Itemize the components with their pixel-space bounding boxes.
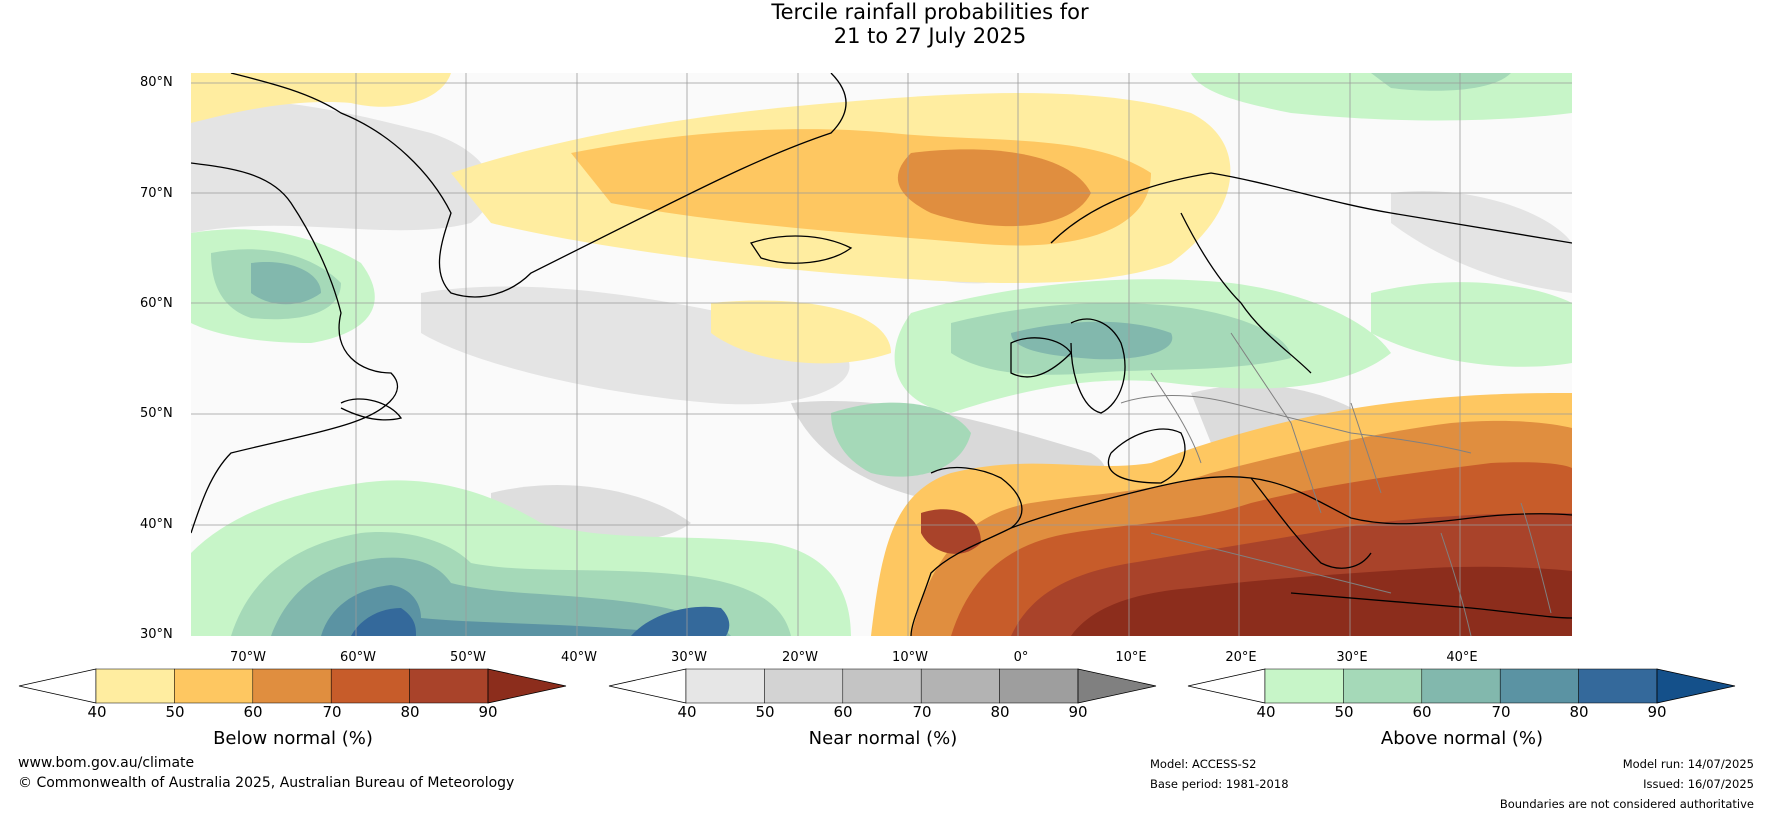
cb1-tick: 70 bbox=[912, 703, 932, 721]
coastlines bbox=[191, 73, 1572, 636]
lon-label-0: 0° bbox=[1013, 650, 1029, 665]
cb1-tick: 80 bbox=[990, 703, 1010, 721]
title-line-2: 21 to 27 July 2025 bbox=[833, 24, 1027, 48]
colorbar-bin bbox=[330, 668, 410, 704]
lon-label-10w: 10°W bbox=[892, 650, 928, 665]
lon-label-60w: 60°W bbox=[340, 650, 376, 665]
colorbar-bin bbox=[252, 668, 332, 704]
colorbar-bin bbox=[999, 668, 1079, 704]
colorbar-extend-high bbox=[487, 668, 567, 704]
cb2-tick: 70 bbox=[1491, 703, 1511, 721]
below-normal-regions bbox=[191, 73, 1572, 636]
website-link[interactable]: www.bom.gov.au/climate bbox=[18, 755, 195, 771]
colorbar-bin bbox=[1264, 668, 1344, 704]
lat-label-40n: 40°N bbox=[140, 517, 173, 532]
lat-label-60n: 60°N bbox=[140, 296, 173, 311]
lon-label-30e: 30°E bbox=[1336, 650, 1368, 665]
cb0-tick: 90 bbox=[478, 703, 498, 721]
colorbar-bin bbox=[1578, 668, 1658, 704]
colorbar-extend-low bbox=[1187, 668, 1266, 704]
cb2-tick: 40 bbox=[1256, 703, 1276, 721]
colorbar-bin bbox=[685, 668, 765, 704]
model-name: Model: ACCESS-S2 bbox=[1150, 757, 1257, 771]
colorbar-title-above-normal: Above normal (%) bbox=[1380, 728, 1544, 749]
copyright-text: © Commonwealth of Australia 2025, Austra… bbox=[18, 775, 515, 791]
lon-label-20w: 20°W bbox=[782, 650, 818, 665]
lon-label-70w: 70°W bbox=[230, 650, 266, 665]
colorbar-extend-low bbox=[18, 668, 97, 704]
model-run: Model run: 14/07/2025 bbox=[1622, 757, 1754, 771]
colorbar-extend-low bbox=[608, 668, 687, 704]
colorbar-bin bbox=[764, 668, 844, 704]
cb1-tick: 40 bbox=[677, 703, 697, 721]
lon-label-10e: 10°E bbox=[1115, 650, 1147, 665]
cb0-tick: 50 bbox=[165, 703, 185, 721]
colorbar-bin bbox=[409, 668, 489, 704]
colorbar-bin bbox=[842, 668, 922, 704]
country-borders bbox=[1120, 332, 1552, 636]
boundary-disclaimer: Boundaries are not considered authoritat… bbox=[1499, 797, 1754, 811]
cb2-tick: 50 bbox=[1334, 703, 1354, 721]
rainfall-probability-map bbox=[191, 73, 1572, 636]
colorbar-bin bbox=[95, 668, 175, 704]
map-title: Tercile rainfall probabilities for 21 to… bbox=[0, 0, 1770, 48]
cb0-tick: 60 bbox=[243, 703, 263, 721]
title-line-1: Tercile rainfall probabilities for bbox=[771, 0, 1089, 24]
colorbar-bin bbox=[1499, 668, 1579, 704]
colorbar-title-near-normal: Near normal (%) bbox=[808, 728, 958, 749]
issued-date: Issued: 16/07/2025 bbox=[1643, 777, 1754, 791]
cb0-tick: 70 bbox=[322, 703, 342, 721]
cb2-tick: 80 bbox=[1569, 703, 1589, 721]
cb1-tick: 90 bbox=[1068, 703, 1088, 721]
lat-label-70n: 70°N bbox=[140, 186, 173, 201]
cb2-tick: 90 bbox=[1647, 703, 1667, 721]
cb1-tick: 50 bbox=[755, 703, 775, 721]
lon-label-20e: 20°E bbox=[1225, 650, 1257, 665]
lon-label-30w: 30°W bbox=[671, 650, 707, 665]
cb1-tick: 60 bbox=[833, 703, 853, 721]
colorbar-near-normal bbox=[608, 668, 1157, 704]
colorbar-bin bbox=[174, 668, 254, 704]
colorbar-below-normal bbox=[18, 668, 567, 704]
colorbar-title-below-normal: Below normal (%) bbox=[213, 728, 373, 749]
lat-label-30n: 30°N bbox=[140, 627, 173, 642]
colorbar-extend-high bbox=[1077, 668, 1157, 704]
base-period: Base period: 1981-2018 bbox=[1150, 777, 1289, 791]
lon-label-50w: 50°W bbox=[450, 650, 486, 665]
colorbar-bin bbox=[1421, 668, 1501, 704]
cb2-tick: 60 bbox=[1412, 703, 1432, 721]
graticule bbox=[191, 73, 1572, 636]
colorbar-extend-high bbox=[1656, 668, 1736, 704]
colorbar-bin bbox=[920, 668, 1000, 704]
colorbar-bin bbox=[1343, 668, 1423, 704]
cb0-tick: 40 bbox=[87, 703, 107, 721]
lon-label-40w: 40°W bbox=[561, 650, 597, 665]
map-canvas bbox=[191, 73, 1572, 636]
lat-label-50n: 50°N bbox=[140, 406, 173, 421]
colorbar-above-normal bbox=[1187, 668, 1736, 704]
cb0-tick: 80 bbox=[400, 703, 420, 721]
lat-label-80n: 80°N bbox=[140, 75, 173, 90]
lon-label-40e: 40°E bbox=[1446, 650, 1478, 665]
